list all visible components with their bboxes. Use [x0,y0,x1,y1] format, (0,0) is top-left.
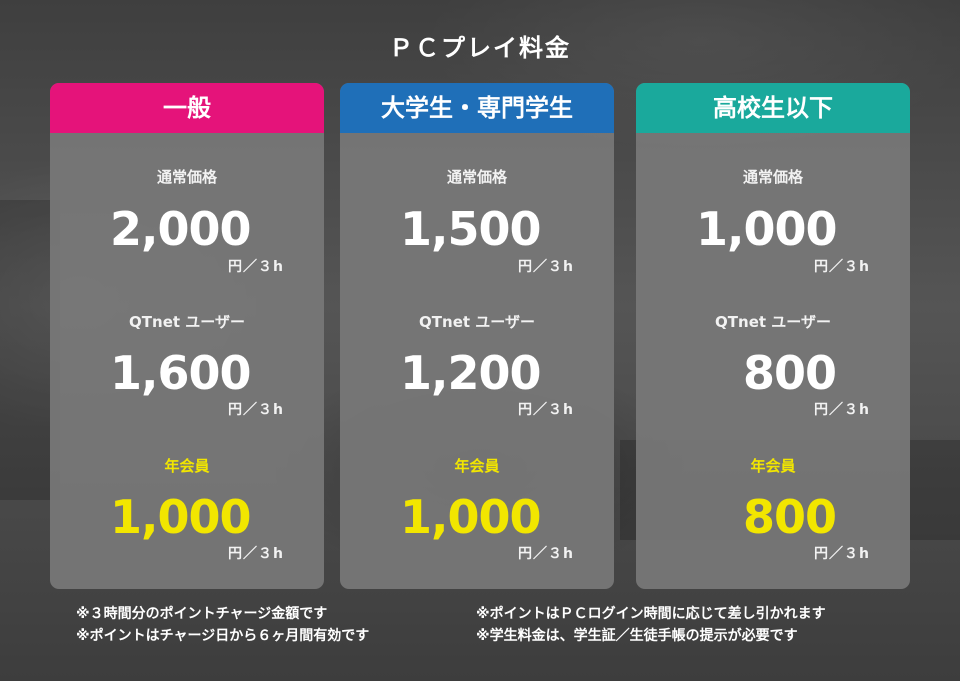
price-unit: 円／３h [228,546,284,562]
regular-price: 1,500 [400,202,542,256]
price-card-university: 大学生・専門学生 通常価格 1,500 円／３h QTnet ユーザー 1,20… [340,83,614,589]
qtnet-price: 800 [742,346,837,400]
notes-left: ※３時間分のポイントチャージ金額です ※ポイントはチャージ日から６ヶ月間有効です [76,603,369,647]
regular-price-label: 通常価格 [446,168,507,186]
price-unit: 円／３h [518,402,574,418]
regular-price-label: 通常価格 [156,168,217,186]
price-unit: 円／３h [228,402,284,418]
note-line: ※ポイントはチャージ日から６ヶ月間有効です [76,628,370,644]
member-price: 800 [742,490,837,544]
qtnet-price-label: QTnet ユーザー [715,313,831,331]
qtnet-price-label: QTnet ユーザー [129,313,245,331]
regular-price: 1,000 [696,202,838,256]
price-unit: 円／３h [518,546,574,562]
price-unit: 円／３h [814,259,870,275]
qtnet-price-label: QTnet ユーザー [419,313,535,331]
price-unit: 円／３h [814,546,870,562]
card-header: 大学生・専門学生 [340,83,614,133]
qtnet-price: 1,200 [400,346,542,400]
price-card-general: 一般 通常価格 2,000 円／３h QTnet ユーザー 1,600 円／３h… [50,83,324,589]
member-price: 1,000 [400,490,542,544]
member-price-label: 年会員 [750,457,796,475]
page-title: ＰＣプレイ料金 [389,34,571,62]
regular-price: 2,000 [110,202,252,256]
price-unit: 円／３h [228,259,284,275]
member-price: 1,000 [110,490,252,544]
card-header: 一般 [50,83,324,133]
note-line: ※３時間分のポイントチャージ金額です [76,606,328,622]
member-price-label: 年会員 [164,457,210,475]
regular-price-label: 通常価格 [742,168,803,186]
note-line: ※ポイントはＰＣログイン時間に応じて差し引かれます [476,606,826,622]
notes-right: ※ポイントはＰＣログイン時間に応じて差し引かれます ※学生料金は、学生証／生徒手… [476,603,826,647]
card-header: 高校生以下 [636,83,910,133]
price-unit: 円／３h [518,259,574,275]
price-card-highschool: 高校生以下 通常価格 1,000 円／３h QTnet ユーザー 800 円／３… [636,83,910,589]
member-price-label: 年会員 [454,457,500,475]
price-unit: 円／３h [814,402,870,418]
qtnet-price: 1,600 [110,346,252,400]
note-line: ※学生料金は、学生証／生徒手帳の提示が必要です [476,628,798,644]
